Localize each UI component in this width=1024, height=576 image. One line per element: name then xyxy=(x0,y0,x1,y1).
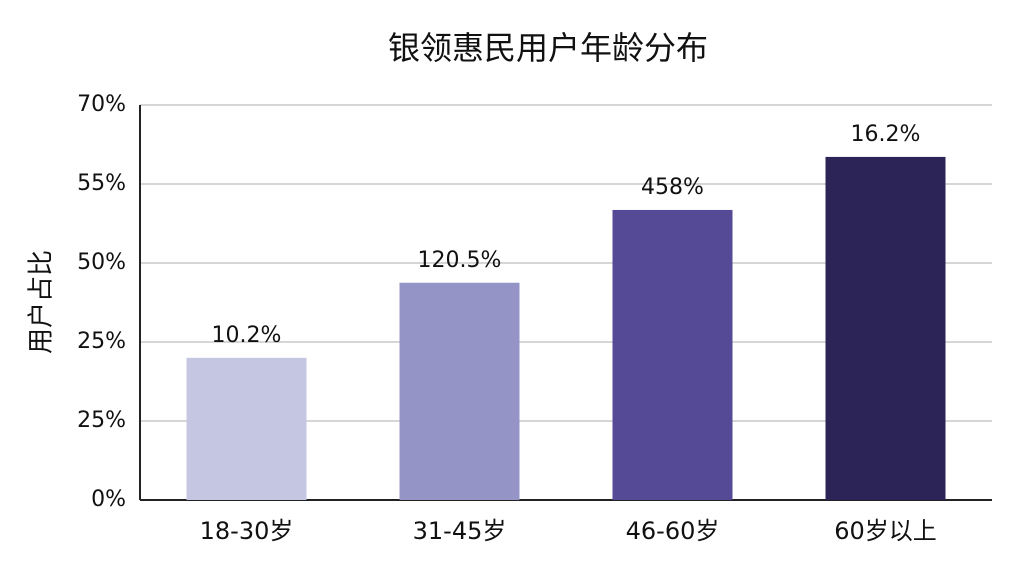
value-label: 120.5% xyxy=(418,248,502,273)
x-tick-label: 31-45岁 xyxy=(413,517,507,545)
y-tick-label: 70% xyxy=(77,92,126,117)
bar xyxy=(399,282,520,500)
bar xyxy=(825,156,946,500)
value-label: 10.2% xyxy=(212,323,282,348)
value-label: 458% xyxy=(641,175,704,200)
y-tick-label: 50% xyxy=(77,250,126,275)
y-tick-label: 25% xyxy=(77,408,126,433)
y-tick-label: 55% xyxy=(77,171,126,196)
y-tick-label: 0% xyxy=(91,487,126,512)
x-tick-label: 60岁以上 xyxy=(834,517,937,545)
x-tick-label: 46-60岁 xyxy=(626,517,720,545)
chart-title: 银领惠民用户年龄分布 xyxy=(388,29,708,67)
bar xyxy=(186,357,307,500)
x-tick-label: 18-30岁 xyxy=(200,517,294,545)
bar xyxy=(612,209,733,500)
y-axis-label: 用户占比 xyxy=(27,250,57,354)
y-tick-label: 25% xyxy=(77,329,126,354)
value-label: 16.2% xyxy=(851,122,921,147)
